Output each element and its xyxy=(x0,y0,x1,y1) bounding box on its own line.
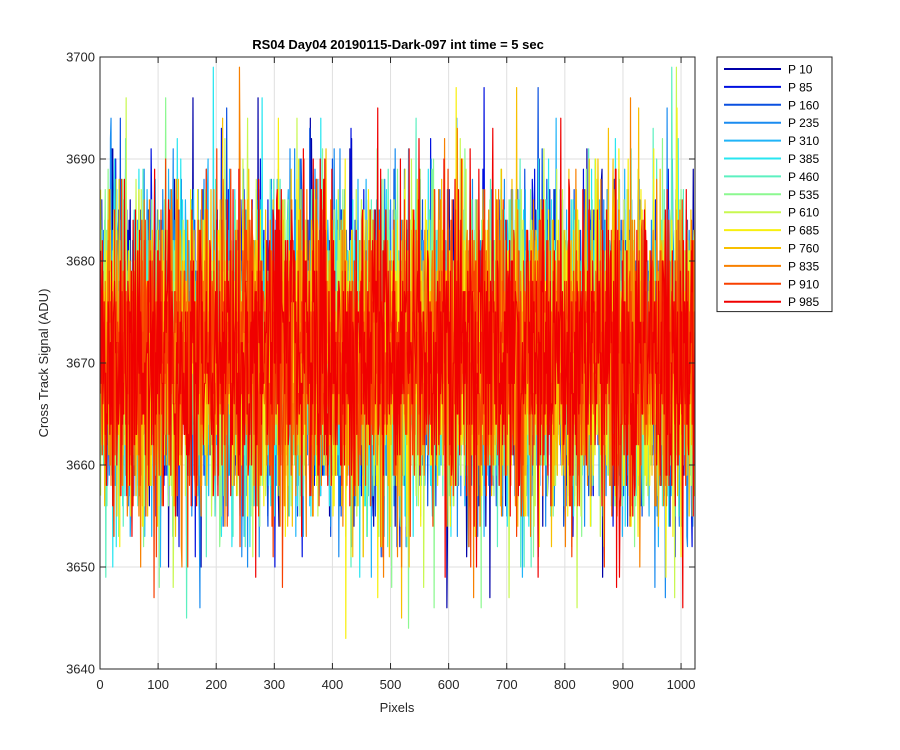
legend-box xyxy=(716,56,833,313)
x-tick-label: 700 xyxy=(496,677,518,692)
y-axis-label: Cross Track Signal (ADU) xyxy=(36,289,51,438)
legend-entry-label: P 535 xyxy=(788,188,819,202)
legend-entry-label: P 685 xyxy=(788,224,819,238)
legend-entry-label: P 385 xyxy=(788,152,819,166)
x-tick-label: 400 xyxy=(322,677,344,692)
series-lines xyxy=(100,66,695,640)
y-tick-label: 3640 xyxy=(66,662,95,677)
legend-entry-label: P 910 xyxy=(788,277,819,291)
legend-entry-label: P 10 xyxy=(788,63,813,77)
x-tick-label: 1000 xyxy=(667,677,696,692)
chart-title: RS04 Day04 20190115-Dark-097 int time = … xyxy=(252,37,544,52)
legend-entry-label: P 160 xyxy=(788,98,819,112)
y-tick-label: 3680 xyxy=(66,254,95,269)
legend-entry-label: P 310 xyxy=(788,134,819,148)
legend-entry-label: P 760 xyxy=(788,242,819,256)
legend-entry-label: P 835 xyxy=(788,259,819,273)
x-tick-label: 300 xyxy=(263,677,285,692)
legend-entry-label: P 610 xyxy=(788,206,819,220)
x-tick-label: 500 xyxy=(380,677,402,692)
y-tick-label: 3650 xyxy=(66,560,95,575)
x-tick-label: 600 xyxy=(438,677,460,692)
x-tick-label: 200 xyxy=(205,677,227,692)
x-axis-label: Pixels xyxy=(380,700,415,715)
legend: P 10 P 85 P 160 P 235 P 310 P 385 P 460 P 535 P … xyxy=(716,56,833,313)
legend-entry-label: P 985 xyxy=(788,295,819,309)
legend-entry-label: P 460 xyxy=(788,170,819,184)
y-tick-label: 3700 xyxy=(66,50,95,65)
y-tick-label: 3670 xyxy=(66,356,95,371)
x-tick-label: 900 xyxy=(612,677,634,692)
y-tick-label: 3690 xyxy=(66,152,95,167)
x-tick-label: 0 xyxy=(96,677,103,692)
series-line-p985 xyxy=(100,107,695,609)
x-tick-label: 800 xyxy=(554,677,576,692)
x-tick-label: 100 xyxy=(147,677,169,692)
legend-entry-label: P 85 xyxy=(788,80,813,94)
y-tick-label: 3660 xyxy=(66,458,95,473)
legend-entry-label: P 235 xyxy=(788,116,819,130)
